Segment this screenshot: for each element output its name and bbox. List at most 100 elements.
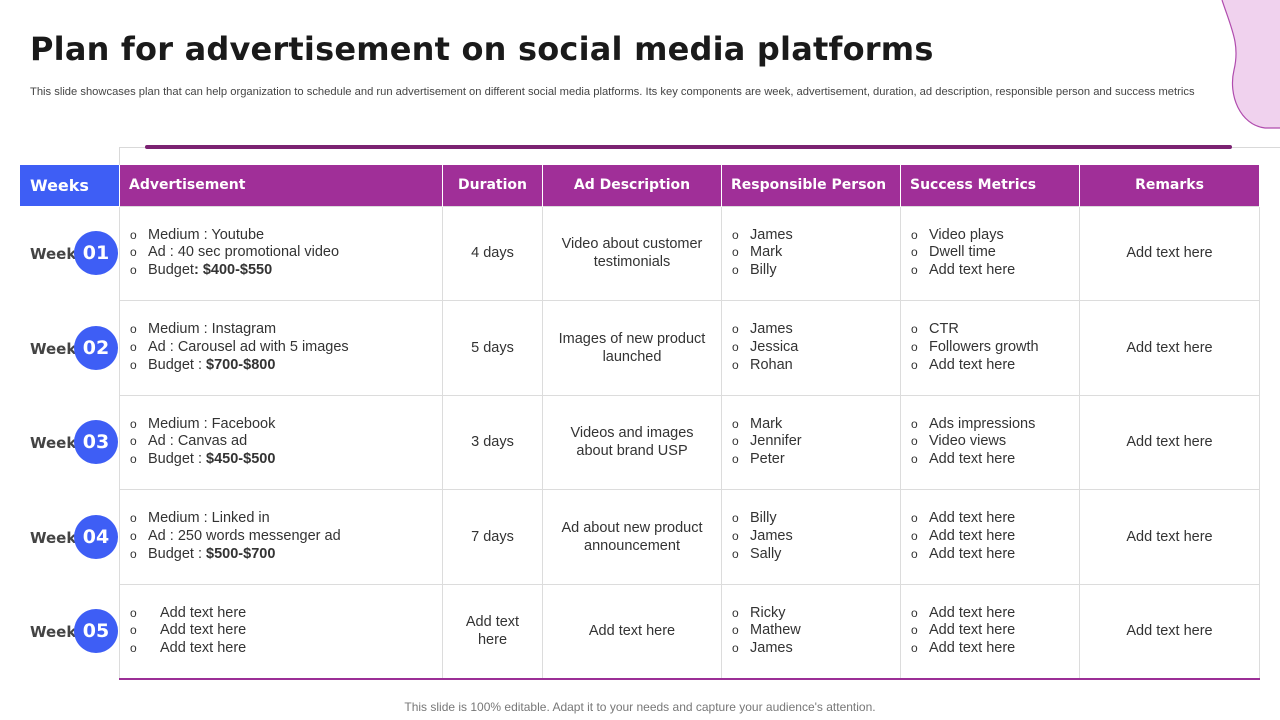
week-number-badge: 04 [74, 515, 118, 559]
duration-cell: Add text here [442, 583, 543, 679]
ad-medium: Medium : Linked in [120, 510, 442, 528]
remarks-cell: Add text here [1079, 394, 1260, 490]
ad-budget: Budget : $500-$700 [120, 546, 442, 564]
person-item: Ricky [722, 605, 900, 623]
decorative-shape [1221, 0, 1280, 129]
description-cell: Videos and images about brand USP [542, 394, 722, 490]
table-row: Medium : Instagram Ad : Carousel ad with… [119, 300, 1260, 396]
metrics-cell: CTR Followers growth Add text here [900, 300, 1080, 396]
persons-cell: James Mark Billy [721, 205, 901, 301]
week-number-badge: 01 [74, 231, 118, 275]
metric-item: Add text here [901, 622, 1079, 640]
metric-item: Add text here [901, 262, 1079, 280]
advertisement-cell: Add text here Add text here Add text her… [119, 583, 443, 679]
person-item: Sally [722, 546, 900, 564]
persons-cell: Mark Jennifer Peter [721, 394, 901, 490]
duration-cell: 4 days [442, 205, 543, 301]
header-remarks: Remarks [1079, 165, 1260, 206]
person-item: Mark [722, 416, 900, 434]
duration-cell: 7 days [442, 489, 543, 585]
table-row: Medium : Youtube Ad : 40 sec promotional… [119, 205, 1260, 301]
duration-cell: 5 days [442, 300, 543, 396]
ad-budget: Budget : $700-$800 [120, 357, 442, 375]
week-label: Week [30, 623, 77, 641]
footer-note: This slide is 100% editable. Adapt it to… [404, 700, 876, 714]
person-item: Jessica [722, 339, 900, 357]
person-item: James [722, 321, 900, 339]
header-responsible-person: Responsible Person [721, 165, 901, 206]
persons-cell: Ricky Mathew James [721, 583, 901, 679]
persons-cell: James Jessica Rohan [721, 300, 901, 396]
week-label: Week [30, 529, 77, 547]
ad-type: Ad : Carousel ad with 5 images [120, 339, 442, 357]
metric-item: Add text here [901, 546, 1079, 564]
table-row: Medium : Facebook Ad : Canvas ad Budget … [119, 394, 1260, 490]
week-number-badge: 03 [74, 420, 118, 464]
metric-item: Add text here [901, 451, 1079, 469]
ad-placeholder: Add text here [120, 640, 442, 658]
remarks-cell: Add text here [1079, 583, 1260, 679]
metric-item: Add text here [901, 357, 1079, 375]
plan-table: Advertisement Duration Ad Description Re… [119, 165, 1260, 680]
ad-medium: Medium : Facebook [120, 416, 442, 434]
description-cell: Add text here [542, 583, 722, 679]
person-item: Billy [722, 510, 900, 528]
metrics-cell: Ads impressions Video views Add text her… [900, 394, 1080, 490]
metric-item: Followers growth [901, 339, 1079, 357]
description-cell: Video about customer testimonials [542, 205, 722, 301]
table-row: Add text here Add text here Add text her… [119, 583, 1260, 679]
week-label: Week [30, 340, 77, 358]
metric-item: Video views [901, 433, 1079, 451]
ad-medium: Medium : Youtube [120, 227, 442, 245]
metrics-cell: Video plays Dwell time Add text here [900, 205, 1080, 301]
table-row: Medium : Linked in Ad : 250 words messen… [119, 489, 1260, 585]
ad-type: Ad : 40 sec promotional video [120, 244, 442, 262]
page-subtitle: This slide showcases plan that can help … [30, 86, 1195, 98]
metric-item: Video plays [901, 227, 1079, 245]
metric-item: Ads impressions [901, 416, 1079, 434]
remarks-cell: Add text here [1079, 489, 1260, 585]
header-duration: Duration [442, 165, 543, 206]
advertisement-cell: Medium : Linked in Ad : 250 words messen… [119, 489, 443, 585]
remarks-cell: Add text here [1079, 205, 1260, 301]
ad-type: Ad : Canvas ad [120, 433, 442, 451]
metric-item: Add text here [901, 510, 1079, 528]
remarks-cell: Add text here [1079, 300, 1260, 396]
header-advertisement: Advertisement [119, 165, 443, 206]
metrics-cell: Add text here Add text here Add text her… [900, 489, 1080, 585]
person-item: Peter [722, 451, 900, 469]
person-item: James [722, 640, 900, 658]
ad-budget: Budget : $450-$500 [120, 451, 442, 469]
ad-medium: Medium : Instagram [120, 321, 442, 339]
table-header-row: Advertisement Duration Ad Description Re… [119, 165, 1260, 206]
week-label: Week [30, 434, 77, 452]
header-success-metrics: Success Metrics [900, 165, 1080, 206]
duration-cell: 3 days [442, 394, 543, 490]
ad-budget: Budget: $400-$550 [120, 262, 442, 280]
ad-placeholder: Add text here [120, 605, 442, 623]
metric-item: Add text here [901, 528, 1079, 546]
person-item: Mathew [722, 622, 900, 640]
person-item: Rohan [722, 357, 900, 375]
description-cell: Ad about new product announcement [542, 489, 722, 585]
top-divider-accent [145, 145, 1232, 149]
ad-placeholder: Add text here [120, 622, 442, 640]
ad-type: Ad : 250 words messenger ad [120, 528, 442, 546]
page-title: Plan for advertisement on social media p… [30, 30, 934, 68]
metric-item: CTR [901, 321, 1079, 339]
person-item: Mark [722, 244, 900, 262]
metric-item: Add text here [901, 640, 1079, 658]
left-divider [119, 147, 120, 165]
person-item: Billy [722, 262, 900, 280]
week-number-badge: 05 [74, 609, 118, 653]
week-number-badge: 02 [74, 326, 118, 370]
person-item: James [722, 528, 900, 546]
person-item: Jennifer [722, 433, 900, 451]
week-label: Week [30, 245, 77, 263]
metric-item: Add text here [901, 605, 1079, 623]
persons-cell: Billy James Sally [721, 489, 901, 585]
person-item: James [722, 227, 900, 245]
advertisement-cell: Medium : Youtube Ad : 40 sec promotional… [119, 205, 443, 301]
description-cell: Images of new product launched [542, 300, 722, 396]
metrics-cell: Add text here Add text here Add text her… [900, 583, 1080, 679]
